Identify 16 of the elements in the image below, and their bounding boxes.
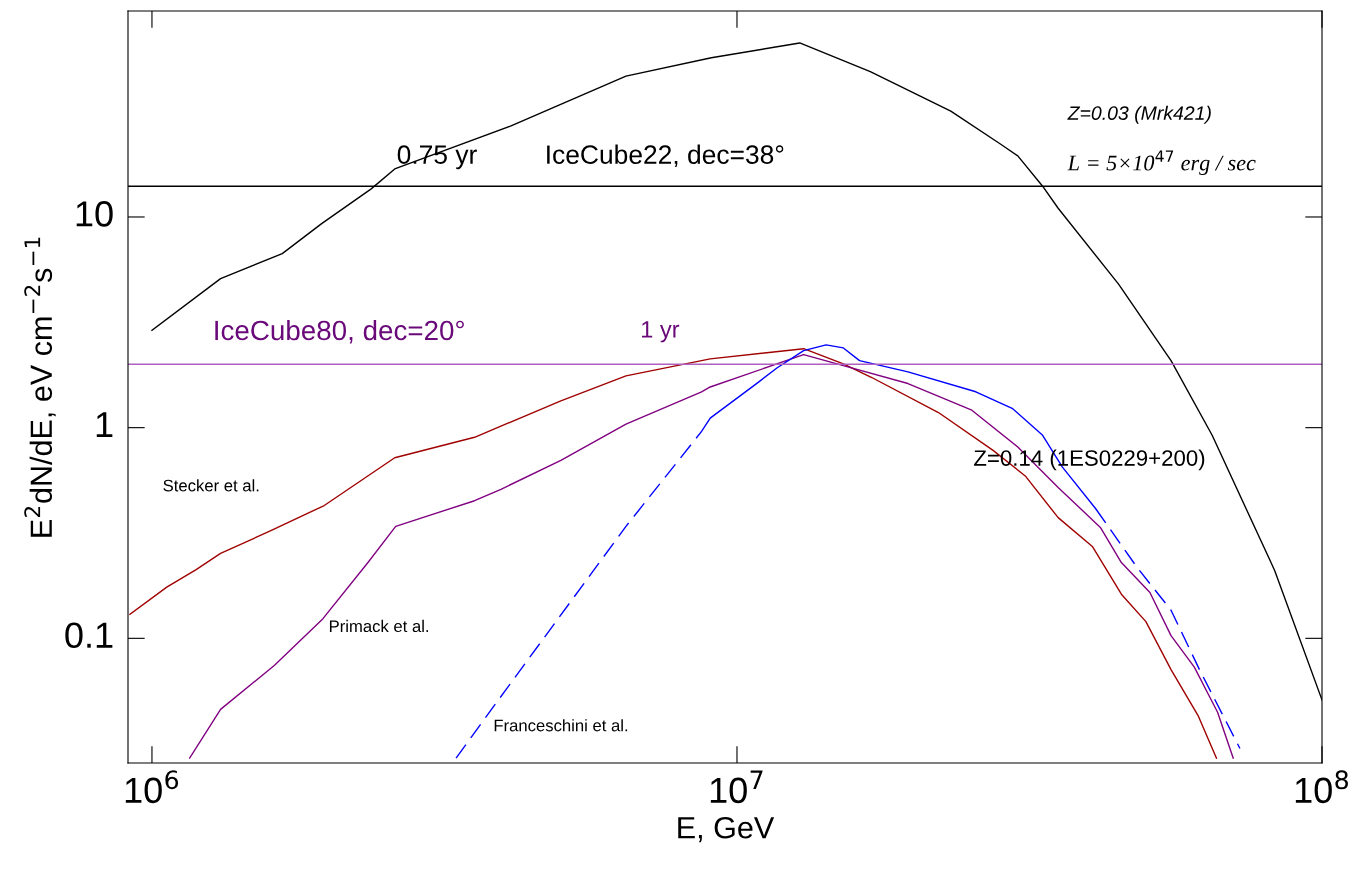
annotation: Stecker et al.: [163, 479, 259, 492]
x-tick-label: 10$^{8}$: [1295, 770, 1348, 804]
x-tick-label: 10$^{6}$: [125, 770, 179, 804]
y-tick-label: 10: [76, 201, 113, 227]
x-tick-label: 10$^{7}$: [710, 770, 763, 804]
annotation: IceCube80, dec=20°: [215, 319, 464, 344]
annotation: L = 5×10$^{47}$ erg / sec: [1067, 150, 1256, 176]
annotation: IceCube22, dec=38°: [547, 144, 784, 168]
annotation: 1 yr: [642, 321, 680, 343]
y-tick-label: 0.1: [65, 622, 113, 649]
y-tick-label: 1: [96, 412, 113, 437]
y-axis-title: E$^{2}$dN/dE, eV cm$^{−2}$s$^{−1}$: [24, 237, 56, 537]
annotation: Z=0.03 (Mrk421): [1067, 105, 1211, 124]
x-axis-title: E, GeV: [678, 816, 775, 843]
annotation: Primack et al.: [329, 619, 429, 633]
annotation: Franceschini et al.: [494, 719, 628, 732]
